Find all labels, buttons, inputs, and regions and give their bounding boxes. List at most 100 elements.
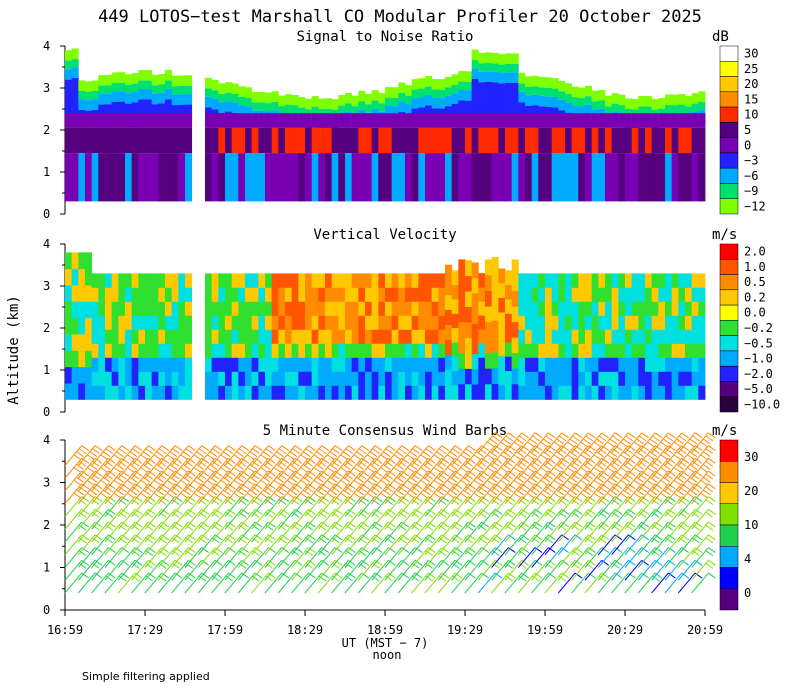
wind-barb-flag xyxy=(241,508,250,515)
velocity-cell xyxy=(478,385,486,400)
wind-barb-flag xyxy=(558,460,567,467)
wind-barb-shaft xyxy=(171,483,189,505)
velocity-cell xyxy=(218,371,226,386)
snr-cell xyxy=(231,127,239,154)
velocity-cell xyxy=(505,356,513,372)
wind-barb-flag xyxy=(318,524,327,531)
wind-barb-flag xyxy=(268,470,276,477)
velocity-cell xyxy=(478,287,486,302)
snr-cell xyxy=(345,92,353,104)
wind-barb-flag xyxy=(374,559,383,566)
wind-barb-flag xyxy=(102,451,111,458)
snr-cell xyxy=(378,113,386,128)
wind-barb-shaft xyxy=(691,432,709,454)
velocity-cell xyxy=(585,385,593,400)
wind-barb-shaft xyxy=(157,483,176,505)
wind-barb-shaft xyxy=(171,509,189,530)
wind-barb-flag xyxy=(654,457,663,464)
snr-cell xyxy=(571,86,579,98)
wind-barb-flag xyxy=(167,467,175,473)
wind-barb-shaft xyxy=(291,560,309,581)
wind-barb-flag xyxy=(388,547,396,553)
wind-barb-flag xyxy=(452,537,460,544)
wind-barb-flag xyxy=(465,473,474,480)
velocity-cell xyxy=(538,385,546,400)
wind-barb-flag xyxy=(481,496,490,502)
wind-barb-shaft xyxy=(517,458,536,479)
wind-barb-flag xyxy=(468,508,476,515)
velocity-cell xyxy=(585,357,593,372)
wind-barb-flag xyxy=(220,467,228,473)
velocity-cell xyxy=(138,301,146,316)
wind-barb-flag xyxy=(433,492,442,499)
wind-barb-shaft xyxy=(451,458,469,479)
wind-barb-flag xyxy=(388,483,396,490)
wind-barb-flag xyxy=(292,550,300,557)
wind-barb-flag xyxy=(476,451,484,458)
velocity-cell xyxy=(378,329,386,344)
velocity-cell xyxy=(365,371,373,386)
wind-barb-flag xyxy=(668,534,676,541)
wind-barb-flag xyxy=(193,492,202,499)
snr-cell xyxy=(218,113,226,128)
wind-barb-flag xyxy=(353,492,362,499)
snr-cell xyxy=(118,113,126,128)
y-tick-label-vertical_velocity: 1 xyxy=(43,363,50,377)
x-axis-label: UT (MST − 7) xyxy=(342,636,429,650)
wind-barb-flag xyxy=(321,521,330,528)
wind-barb-shaft xyxy=(184,547,203,568)
wind-barb-flag xyxy=(89,451,98,458)
wind-barb-flag xyxy=(233,479,242,486)
wind-barb-flag xyxy=(492,448,500,455)
wind-barb-shaft xyxy=(211,534,229,556)
wind-barb-flag xyxy=(508,508,516,515)
velocity-cell xyxy=(291,315,299,330)
snr-cell xyxy=(558,113,566,128)
wind-barb-flag xyxy=(574,470,583,477)
wind-barb-flag xyxy=(585,511,594,518)
wind-barb-flag xyxy=(438,473,447,480)
colorbar-swatch-wind_barbs xyxy=(719,503,739,526)
wind-barb-shaft xyxy=(531,458,549,479)
wind-barb-flag xyxy=(588,432,596,439)
wind-barb-shaft xyxy=(611,547,629,568)
wind-barb-flag xyxy=(425,473,434,480)
colorbar-swatch-wind_barbs xyxy=(719,524,739,547)
snr-cell xyxy=(325,108,333,118)
wind-barb-flag xyxy=(401,559,410,566)
snr-cell xyxy=(525,113,533,128)
wind-barb-shaft xyxy=(491,547,509,568)
wind-barb-shaft xyxy=(77,509,96,530)
wind-barb-flag xyxy=(612,435,620,442)
wind-barb-shaft xyxy=(77,560,96,581)
wind-barb-shaft xyxy=(517,560,536,581)
wind-barb-flag xyxy=(321,496,330,502)
wind-barb-flag xyxy=(508,572,516,579)
velocity-cell xyxy=(625,287,633,302)
snr-cell xyxy=(451,113,459,128)
wind-barb-shaft xyxy=(424,470,443,492)
wind-barb-flag xyxy=(638,486,647,493)
wind-barb-flag xyxy=(462,489,471,496)
snr-cell xyxy=(491,82,499,124)
wind-barb-shaft xyxy=(264,496,283,517)
wind-barb-shaft xyxy=(104,547,123,568)
wind-barb-shaft xyxy=(557,534,576,556)
snr-cell xyxy=(78,153,86,202)
wind-barb-shaft xyxy=(691,470,709,492)
wind-barb-flag xyxy=(294,445,303,451)
wind-barb-shaft xyxy=(131,534,149,556)
snr-cell xyxy=(111,101,119,125)
wind-barb-flag xyxy=(668,521,676,528)
wind-barb-flag xyxy=(254,483,263,490)
velocity-cell xyxy=(498,370,506,386)
velocity-cell xyxy=(331,273,339,288)
wind-barb-flag xyxy=(302,451,311,458)
wind-barb-flag xyxy=(153,492,162,499)
wind-barb-flag xyxy=(700,479,708,486)
wind-barb-flag xyxy=(607,479,615,486)
wind-barb-flag xyxy=(612,562,620,569)
velocity-cell xyxy=(211,385,219,400)
velocity-cell xyxy=(91,301,99,316)
snr-cell xyxy=(525,76,533,87)
